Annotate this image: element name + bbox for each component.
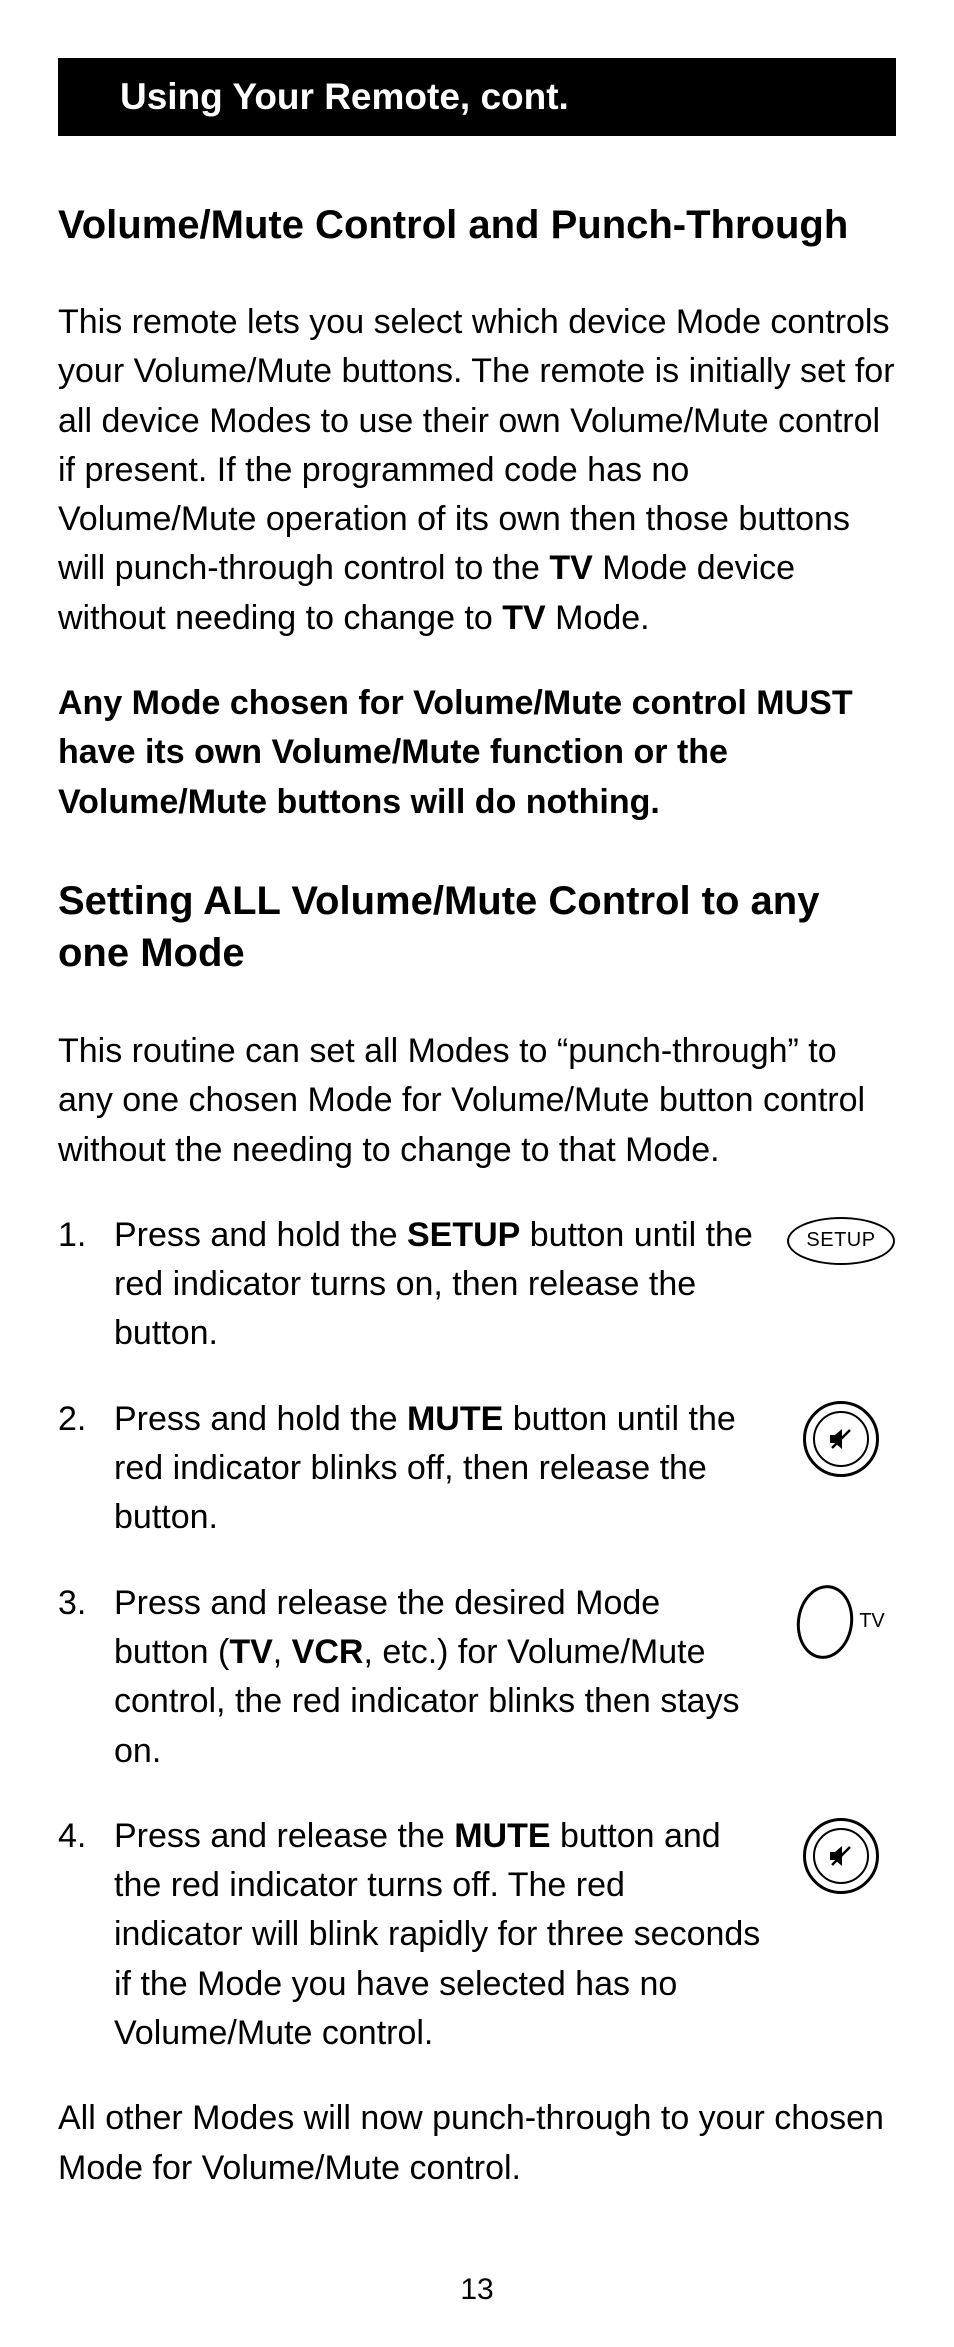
para-text: This remote lets you select which device… (58, 303, 895, 587)
para-bold-tv: TV (549, 549, 592, 587)
step-text: Press and hold the SETUP button until th… (114, 1211, 774, 1359)
header-title: Using Your Remote, cont. (120, 76, 569, 117)
step-text: Press and hold the MUTE button until the… (114, 1395, 774, 1543)
para-bold-tv: TV (502, 599, 545, 637)
step-text: Press and release the MUTE button and th… (114, 1812, 774, 2058)
section1-heading: Volume/Mute Control and Punch-Through (58, 200, 896, 250)
tv-button-icon (792, 1581, 858, 1662)
step-number: 3. (58, 1579, 102, 1628)
section1-warning: Any Mode chosen for Volume/Mute control … (58, 679, 896, 827)
mute-button-icon (803, 1818, 879, 1894)
mute-icon (826, 1424, 856, 1454)
steps-list: 1. Press and hold the SETUP button until… (58, 1211, 896, 2058)
mute-icon (826, 1841, 856, 1871)
step-number: 1. (58, 1211, 102, 1260)
step-row: 3. Press and release the desired Mode bu… (58, 1579, 896, 1776)
step-text-bold: MUTE (454, 1817, 550, 1855)
step-icon-container: SETUP (786, 1211, 896, 1265)
section2-intro: This routine can set all Modes to “punch… (58, 1027, 896, 1175)
header-bar: Using Your Remote, cont. (58, 58, 896, 136)
para-text: Mode. (546, 599, 650, 637)
section1-paragraph: This remote lets you select which device… (58, 298, 896, 643)
step-text: Press and release the desired Mode butto… (114, 1579, 774, 1776)
setup-button-label: SETUP (806, 1229, 875, 1252)
step-text-part: Press and release the (114, 1817, 454, 1855)
setup-button-icon: SETUP (787, 1217, 895, 1265)
tv-button-label: TV (859, 1610, 885, 1633)
step-row: 4. Press and release the MUTE button and… (58, 1812, 896, 2058)
step-row: 2. Press and hold the MUTE button until … (58, 1395, 896, 1543)
tv-button-wrap: TV (797, 1585, 885, 1659)
step-icon-container (786, 1395, 896, 1477)
mute-button-inner (813, 1828, 869, 1884)
step-text-part: Press and hold the (114, 1216, 407, 1254)
step-icon-container (786, 1812, 896, 1894)
step-text-part: , (273, 1633, 292, 1671)
section2-heading: Setting ALL Volume/Mute Control to any o… (58, 875, 896, 979)
step-row: 1. Press and hold the SETUP button until… (58, 1211, 896, 1359)
mute-button-inner (813, 1411, 869, 1467)
step-number: 2. (58, 1395, 102, 1444)
step-text-bold: TV (229, 1633, 272, 1671)
step-text-bold: VCR (292, 1633, 364, 1671)
step-number: 4. (58, 1812, 102, 1861)
step-text-bold: MUTE (407, 1400, 503, 1438)
step-icon-container: TV (786, 1579, 896, 1659)
closing-paragraph: All other Modes will now punch-through t… (58, 2094, 896, 2193)
page: Using Your Remote, cont. Volume/Mute Con… (0, 0, 954, 2347)
step-text-bold: SETUP (407, 1216, 520, 1254)
page-number: 13 (58, 2273, 896, 2307)
step-text-part: Press and hold the (114, 1400, 407, 1438)
mute-button-icon (803, 1401, 879, 1477)
